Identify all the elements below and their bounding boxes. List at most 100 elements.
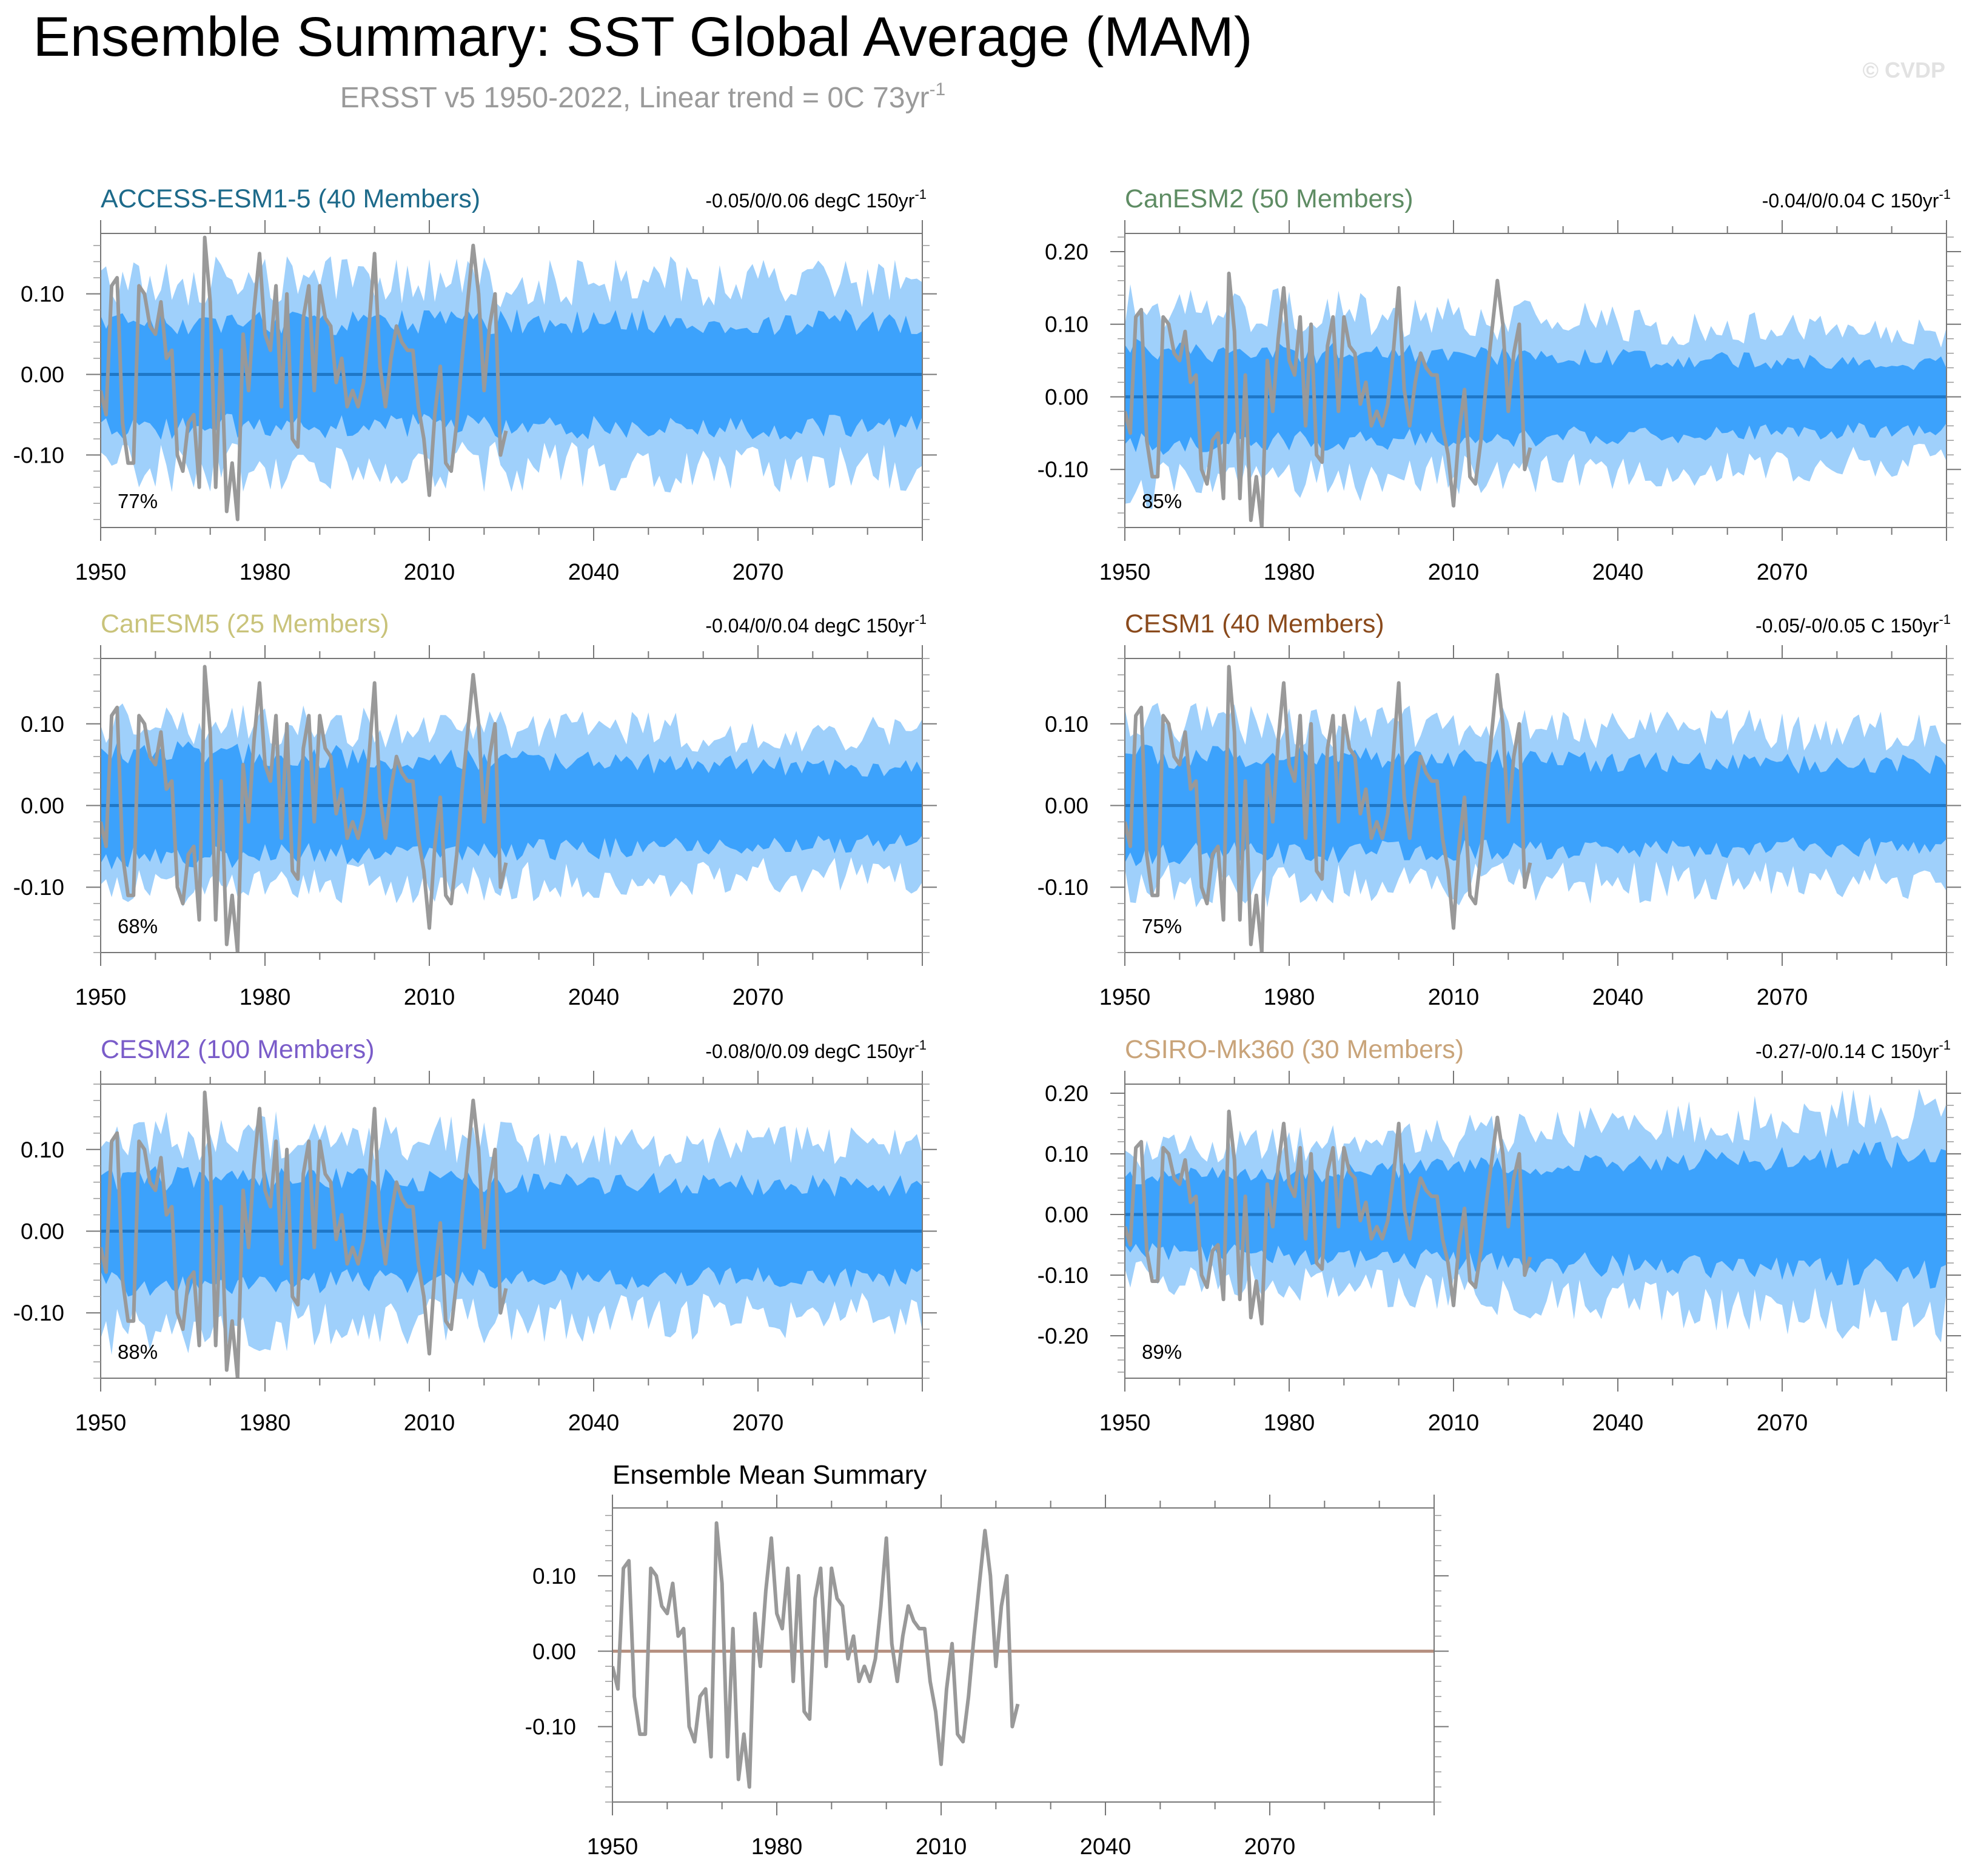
- y-tick-label: -0.10: [13, 875, 64, 900]
- x-tick-label: 2070: [1244, 1834, 1296, 1860]
- x-tick-label: 1950: [587, 1834, 639, 1860]
- subtitle-superscript: -1: [930, 79, 946, 99]
- figure-title: Ensemble Summary: SST Global Average (MA…: [33, 6, 1252, 68]
- x-tick-label: 2040: [1592, 985, 1644, 1010]
- plot-area: [612, 1521, 1434, 1789]
- x-tick-label: 2040: [1080, 1834, 1132, 1860]
- y-tick-label: 0.00: [1045, 1202, 1088, 1227]
- plot-area: [1125, 665, 1946, 953]
- y-tick-label: 0.10: [532, 1564, 576, 1589]
- x-tick-label: 1980: [240, 985, 291, 1010]
- trend-superscript: -1: [914, 612, 927, 627]
- trend-text: -0.08/0/0.09 degC 150yr: [705, 1040, 914, 1062]
- y-tick-label: -0.10: [13, 1301, 64, 1325]
- trend-label: -0.04/0/0.04 degC 150yr-1: [705, 612, 927, 637]
- percent-label: 77%: [118, 490, 158, 512]
- panel-title: CSIRO-Mk360 (30 Members): [1125, 1035, 1464, 1064]
- x-tick-label: 2070: [733, 1410, 784, 1436]
- x-tick-label: 2010: [1428, 560, 1480, 585]
- y-tick-label: 0.00: [21, 794, 64, 819]
- observations-line: [1125, 271, 1532, 528]
- y-tick-label: 0.10: [21, 1137, 64, 1162]
- panel-title: CESM1 (40 Members): [1125, 609, 1384, 638]
- plot-frame: [612, 1507, 1435, 1803]
- x-tick-label: 2040: [1592, 1410, 1644, 1436]
- x-tick-label: 1980: [240, 1410, 291, 1436]
- trend-text: -0.05/0/0.06 degC 150yr: [705, 190, 914, 212]
- x-tick-label: 1980: [1264, 1410, 1315, 1436]
- trend-label: -0.05/0/0.06 degC 150yr-1: [705, 187, 927, 212]
- x-tick-label: 1980: [240, 560, 291, 585]
- subtitle-text: ERSST v5 1950-2022, Linear trend = 0C 73…: [340, 82, 930, 114]
- panel-title: CanESM2 (50 Members): [1125, 184, 1413, 213]
- panel-title: Ensemble Mean Summary: [612, 1460, 927, 1490]
- panel-1: 1950 1980 2010 2040 2070 0.10 0.00 -0.10 ACCESS-…: [13, 184, 937, 585]
- trend-text: -0.27/-0/0.14 C 150yr: [1755, 1040, 1939, 1062]
- x-tick-label: 1980: [751, 1834, 803, 1860]
- y-tick-label: 0.10: [1045, 712, 1088, 737]
- trend-label: -0.08/0/0.09 degC 150yr-1: [705, 1037, 927, 1062]
- x-tick-label: 2070: [1757, 1410, 1808, 1436]
- y-tick-label: -0.10: [1038, 1263, 1088, 1288]
- y-tick-label: 0.20: [1045, 240, 1088, 264]
- watermark: © CVDP: [1862, 58, 1945, 82]
- x-tick-label: 2010: [404, 985, 455, 1010]
- observations-line: [101, 235, 508, 521]
- trend-text: -0.04/0/0.04 degC 150yr: [705, 615, 914, 637]
- percent-label: 75%: [1142, 915, 1182, 937]
- plot-area: [1125, 271, 1946, 528]
- panel-5: 1950 1980 2010 2040 2070 0.10 0.00 -0.10 CESM2 (…: [13, 1035, 937, 1436]
- plot-frame: [100, 233, 923, 528]
- x-tick-label: 1980: [1264, 560, 1315, 585]
- panel-2: 1950 1980 2010 2040 2070 0.20 0.10 0.00 -0.10 Can…: [1038, 184, 1961, 585]
- x-tick-label: 2010: [916, 1834, 967, 1860]
- plot-area: [101, 665, 922, 953]
- percent-label: 85%: [1142, 490, 1182, 512]
- x-tick-label: 2010: [404, 560, 455, 585]
- observations-line: [101, 1090, 508, 1378]
- x-tick-label: 2010: [1428, 985, 1480, 1010]
- x-tick-label: 2070: [1757, 985, 1808, 1010]
- y-tick-label: 0.10: [1045, 312, 1088, 337]
- trend-superscript: -1: [1939, 612, 1951, 627]
- panel-title: CanESM5 (25 Members): [101, 609, 389, 638]
- y-tick-label: 0.10: [21, 712, 64, 737]
- y-tick-label: -0.10: [525, 1715, 576, 1740]
- trend-superscript: -1: [914, 187, 927, 202]
- trend-superscript: -1: [1939, 1037, 1951, 1053]
- y-tick-label: 0.10: [21, 282, 64, 307]
- panels: 1950 1980 2010 2040 2070 0.10 0.00 -0.10 ACCESS-…: [13, 184, 1961, 1860]
- y-tick-label: 0.00: [1045, 794, 1088, 819]
- plot-area: [1125, 1088, 1946, 1342]
- trend-superscript: -1: [1939, 187, 1951, 202]
- x-tick-label: 1980: [1264, 985, 1315, 1010]
- observations-line: [612, 1521, 1020, 1789]
- x-tick-label: 1950: [75, 1410, 127, 1436]
- x-tick-label: 1950: [75, 560, 127, 585]
- percent-label: 68%: [118, 915, 158, 937]
- y-tick-label: 0.10: [1045, 1142, 1088, 1167]
- observations-line: [1125, 665, 1532, 953]
- trend-label: -0.05/-0/0.05 C 150yr-1: [1755, 612, 1951, 637]
- y-tick-label: -0.10: [13, 443, 64, 467]
- trend-text: -0.04/0/0.04 C 150yr: [1762, 190, 1939, 212]
- panel-6: 1950 1980 2010 2040 2070 0.20 0.10 0.00 -0.10 -0.…: [1038, 1035, 1961, 1436]
- x-tick-label: 1950: [1099, 985, 1151, 1010]
- plot-area: [101, 235, 922, 521]
- y-tick-label: -0.20: [1038, 1324, 1088, 1348]
- y-tick-label: 0.00: [1045, 384, 1088, 409]
- x-tick-label: 1950: [75, 985, 127, 1010]
- plot-frame: [1124, 233, 1947, 528]
- panel-4: 1950 1980 2010 2040 2070 0.10 0.00 -0.10 CESM1 (…: [1038, 609, 1961, 1010]
- observations-line: [101, 665, 508, 953]
- trend-label: -0.27/-0/0.14 C 150yr-1: [1755, 1037, 1951, 1062]
- panel-7: 1950 1980 2010 2040 2070 0.10 0.00 -0.10 Ensembl…: [525, 1460, 1449, 1860]
- percent-label: 89%: [1142, 1341, 1182, 1363]
- y-tick-label: 0.00: [21, 1219, 64, 1244]
- figure-subtitle: ERSST v5 1950-2022, Linear trend = 0C 73…: [340, 79, 945, 114]
- y-tick-label: -0.10: [1038, 875, 1088, 900]
- plot-frame: [1124, 1084, 1947, 1379]
- observations-line: [1125, 1110, 1532, 1325]
- percent-label: 88%: [118, 1341, 158, 1363]
